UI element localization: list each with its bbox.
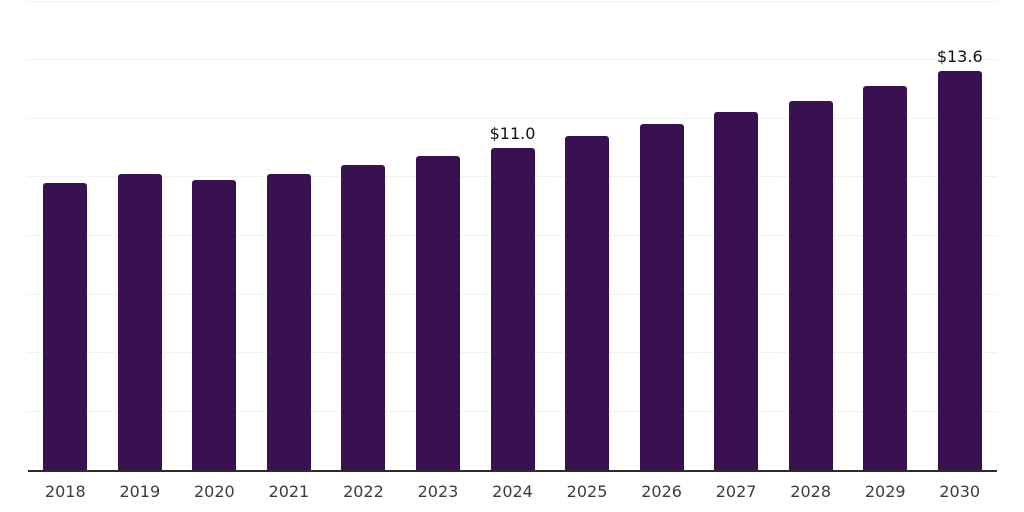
bar-value-label: $11.0 bbox=[489, 123, 536, 143]
bar bbox=[639, 124, 684, 470]
gridline bbox=[28, 117, 997, 119]
bar bbox=[415, 156, 460, 470]
x-axis-label: 2027 bbox=[715, 482, 757, 501]
bar bbox=[490, 147, 535, 470]
x-axis-label: 2026 bbox=[641, 482, 682, 501]
bar bbox=[788, 100, 833, 470]
x-axis-label: 2024 bbox=[492, 482, 533, 501]
gridline bbox=[28, 59, 997, 61]
bar bbox=[565, 135, 610, 470]
x-axis-label: 2025 bbox=[566, 482, 608, 501]
bar bbox=[266, 173, 311, 470]
bar bbox=[937, 71, 982, 470]
x-axis-label: 2028 bbox=[790, 482, 831, 501]
bar bbox=[341, 165, 386, 470]
bar bbox=[192, 179, 237, 470]
x-axis-label: 2030 bbox=[939, 482, 981, 501]
x-axis-label: 2020 bbox=[193, 482, 235, 501]
bar bbox=[863, 86, 908, 470]
bar bbox=[43, 182, 88, 470]
x-axis-line bbox=[28, 470, 997, 472]
gridline bbox=[28, 0, 997, 2]
x-axis-label: 2023 bbox=[417, 482, 459, 501]
bar-value-label: $13.6 bbox=[936, 47, 983, 67]
x-axis-label: 2029 bbox=[864, 482, 906, 501]
x-axis-label: 2018 bbox=[44, 482, 86, 501]
x-axis-label: 2019 bbox=[119, 482, 161, 501]
bar bbox=[714, 112, 759, 470]
bar bbox=[117, 173, 162, 470]
x-axis-label: 2021 bbox=[268, 482, 310, 501]
x-axis-label: 2022 bbox=[343, 482, 384, 501]
